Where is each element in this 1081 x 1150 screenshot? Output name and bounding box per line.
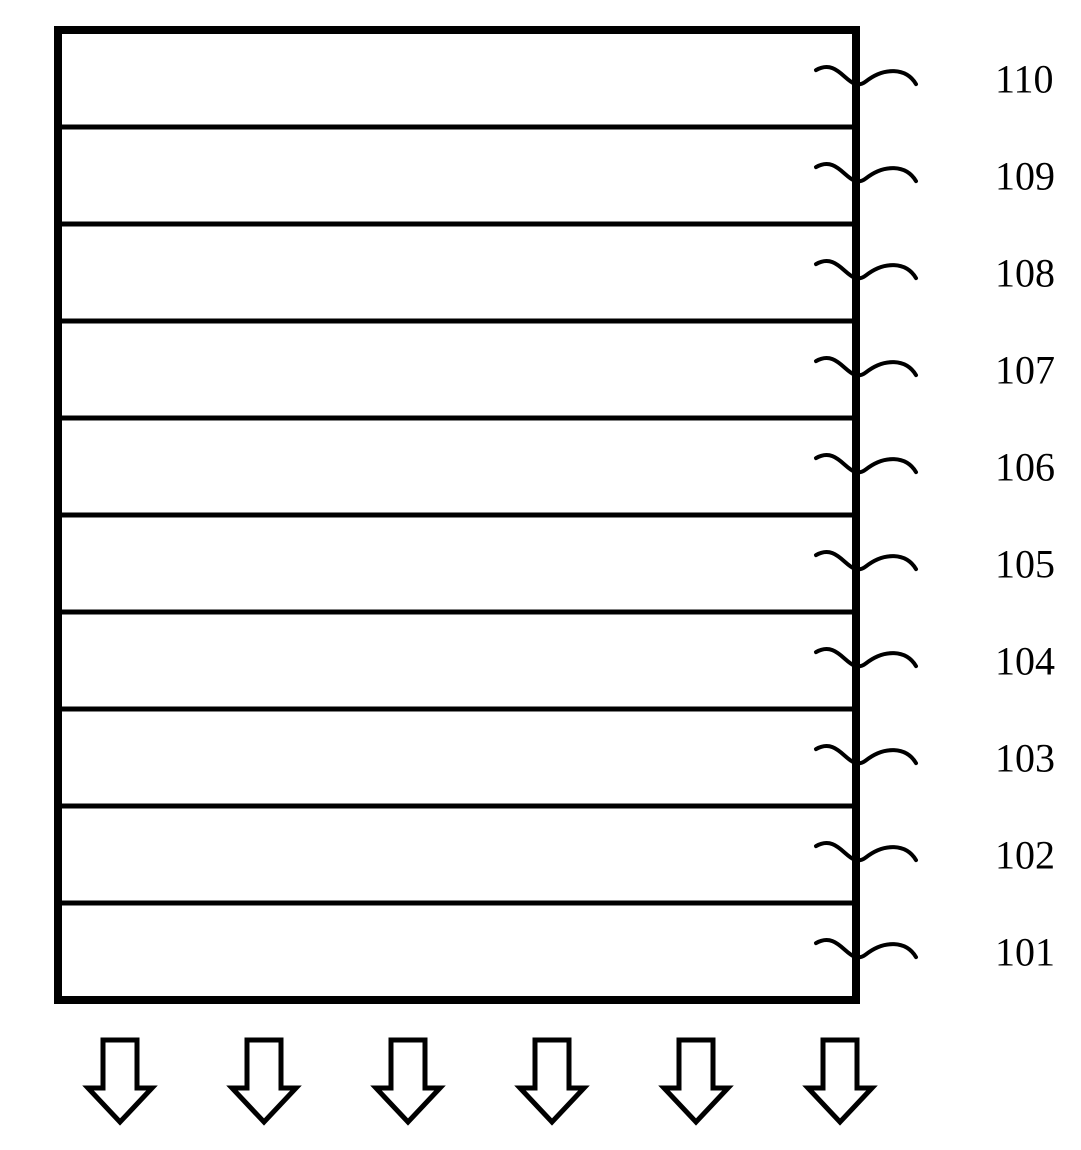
figure-canvas: 110 109 108 107 106 105 104 103 102 101: [0, 0, 1081, 1150]
down-arrow-icon: [808, 1040, 872, 1122]
down-arrow-icon: [88, 1040, 152, 1122]
layer-label: 109: [995, 154, 1055, 199]
layer-label: 104: [995, 639, 1055, 684]
down-arrow-icon: [664, 1040, 728, 1122]
layer-label: 102: [995, 833, 1055, 878]
layer-label: 107: [995, 348, 1055, 393]
layer-label: 110: [995, 57, 1054, 102]
layer-label: 108: [995, 251, 1055, 296]
diagram-svg: 110 109 108 107 106 105 104 103 102 101: [0, 0, 1081, 1150]
down-arrow-icon: [520, 1040, 584, 1122]
layer-label: 106: [995, 445, 1055, 490]
layer-label: 105: [995, 542, 1055, 587]
layer-label: 101: [995, 930, 1055, 975]
down-arrow-icon: [232, 1040, 296, 1122]
layer-label: 103: [995, 736, 1055, 781]
down-arrow-icon: [376, 1040, 440, 1122]
